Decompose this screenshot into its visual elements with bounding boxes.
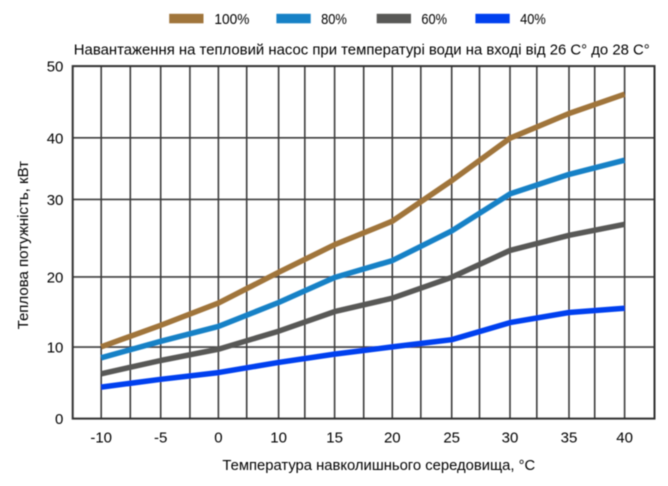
svg-text:20: 20 [47, 269, 64, 286]
svg-text:15: 15 [326, 430, 343, 447]
svg-text:40: 40 [616, 430, 633, 447]
svg-text:25: 25 [443, 430, 460, 447]
svg-text:0: 0 [214, 430, 222, 447]
svg-text:20: 20 [384, 430, 401, 447]
svg-text:40%: 40% [520, 11, 546, 28]
svg-text:80%: 80% [321, 11, 347, 28]
svg-text:Теплова потужність, кВт: Теплова потужність, кВт [15, 161, 32, 329]
svg-text:10: 10 [47, 340, 64, 357]
svg-text:Температура навколишнього сере: Температура навколишнього середовища, °C [222, 458, 535, 474]
svg-text:Навантаження на тепловий насос: Навантаження на тепловий насос при темпе… [74, 43, 650, 59]
svg-text:50: 50 [47, 59, 64, 76]
svg-text:60%: 60% [421, 11, 447, 28]
svg-text:30: 30 [502, 430, 519, 447]
svg-text:30: 30 [47, 192, 64, 209]
svg-text:10: 10 [270, 430, 287, 447]
svg-text:100%: 100% [214, 11, 249, 28]
svg-text:-10: -10 [90, 430, 112, 447]
svg-text:0: 0 [55, 411, 63, 428]
svg-text:-5: -5 [154, 430, 167, 447]
svg-text:35: 35 [561, 430, 578, 447]
svg-text:40: 40 [47, 130, 64, 147]
